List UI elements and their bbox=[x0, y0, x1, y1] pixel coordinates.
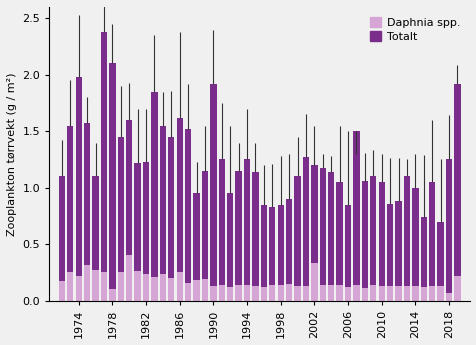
Bar bbox=[277, 285, 283, 300]
Bar bbox=[75, 276, 82, 300]
Bar bbox=[100, 32, 107, 273]
Bar bbox=[453, 84, 460, 276]
Bar bbox=[159, 126, 166, 274]
Bar bbox=[67, 273, 73, 300]
Bar bbox=[336, 182, 342, 285]
Bar bbox=[436, 286, 443, 300]
Bar bbox=[378, 286, 384, 300]
Bar bbox=[159, 274, 166, 300]
Bar bbox=[210, 84, 216, 286]
Bar bbox=[235, 285, 241, 300]
Bar bbox=[143, 274, 149, 300]
Y-axis label: Zooplankton tørrvekt (g / m²): Zooplankton tørrvekt (g / m²) bbox=[7, 72, 17, 236]
Bar bbox=[403, 286, 409, 300]
Bar bbox=[143, 162, 149, 274]
Bar bbox=[294, 176, 300, 286]
Bar bbox=[428, 286, 435, 300]
Bar bbox=[395, 201, 401, 286]
Bar bbox=[84, 265, 90, 300]
Bar bbox=[302, 157, 308, 286]
Bar bbox=[235, 171, 241, 285]
Bar bbox=[310, 165, 317, 263]
Bar bbox=[118, 137, 124, 273]
Bar bbox=[151, 277, 157, 300]
Bar bbox=[277, 205, 283, 285]
Bar bbox=[445, 293, 451, 300]
Bar bbox=[344, 287, 350, 300]
Bar bbox=[386, 204, 392, 286]
Bar bbox=[420, 217, 426, 287]
Bar bbox=[286, 199, 292, 284]
Bar bbox=[176, 118, 182, 273]
Bar bbox=[210, 286, 216, 300]
Bar bbox=[201, 279, 208, 300]
Bar bbox=[319, 285, 325, 300]
Bar bbox=[118, 273, 124, 300]
Bar bbox=[100, 273, 107, 300]
Bar bbox=[294, 286, 300, 300]
Bar bbox=[243, 285, 250, 300]
Bar bbox=[243, 159, 250, 285]
Bar bbox=[353, 285, 359, 300]
Bar bbox=[126, 120, 132, 255]
Bar bbox=[353, 131, 359, 285]
Bar bbox=[252, 286, 258, 300]
Bar bbox=[168, 278, 174, 300]
Bar bbox=[336, 285, 342, 300]
Bar bbox=[403, 176, 409, 286]
Bar bbox=[268, 207, 275, 285]
Bar bbox=[109, 289, 115, 300]
Bar bbox=[268, 285, 275, 300]
Bar bbox=[109, 63, 115, 289]
Bar bbox=[310, 263, 317, 300]
Bar bbox=[453, 276, 460, 300]
Bar bbox=[361, 288, 367, 300]
Bar bbox=[218, 285, 225, 300]
Bar bbox=[193, 193, 199, 280]
Bar bbox=[344, 205, 350, 287]
Bar bbox=[59, 176, 65, 282]
Bar bbox=[386, 286, 392, 300]
Bar bbox=[411, 188, 417, 286]
Bar bbox=[420, 287, 426, 300]
Bar bbox=[395, 286, 401, 300]
Bar bbox=[327, 285, 334, 300]
Bar bbox=[218, 159, 225, 285]
Bar bbox=[286, 284, 292, 300]
Bar bbox=[59, 282, 65, 300]
Bar bbox=[126, 255, 132, 300]
Bar bbox=[361, 181, 367, 288]
Bar bbox=[319, 168, 325, 285]
Bar bbox=[302, 286, 308, 300]
Bar bbox=[436, 221, 443, 286]
Bar bbox=[193, 280, 199, 300]
Bar bbox=[327, 172, 334, 285]
Bar bbox=[185, 129, 191, 283]
Bar bbox=[378, 182, 384, 286]
Bar bbox=[201, 171, 208, 279]
Bar bbox=[411, 286, 417, 300]
Bar bbox=[168, 137, 174, 278]
Bar bbox=[260, 205, 267, 287]
Bar bbox=[92, 270, 99, 300]
Bar bbox=[369, 176, 376, 285]
Bar bbox=[134, 271, 140, 300]
Bar bbox=[227, 193, 233, 287]
Bar bbox=[227, 287, 233, 300]
Bar bbox=[428, 182, 435, 286]
Bar bbox=[151, 92, 157, 277]
Bar bbox=[445, 159, 451, 293]
Bar bbox=[75, 77, 82, 276]
Bar bbox=[84, 123, 90, 265]
Bar bbox=[260, 287, 267, 300]
Legend: Daphnia spp., Totalt: Daphnia spp., Totalt bbox=[365, 12, 464, 46]
Bar bbox=[67, 126, 73, 273]
Bar bbox=[134, 163, 140, 271]
Bar bbox=[185, 283, 191, 300]
Bar bbox=[92, 176, 99, 270]
Bar bbox=[369, 285, 376, 300]
Bar bbox=[176, 273, 182, 300]
Bar bbox=[252, 172, 258, 286]
